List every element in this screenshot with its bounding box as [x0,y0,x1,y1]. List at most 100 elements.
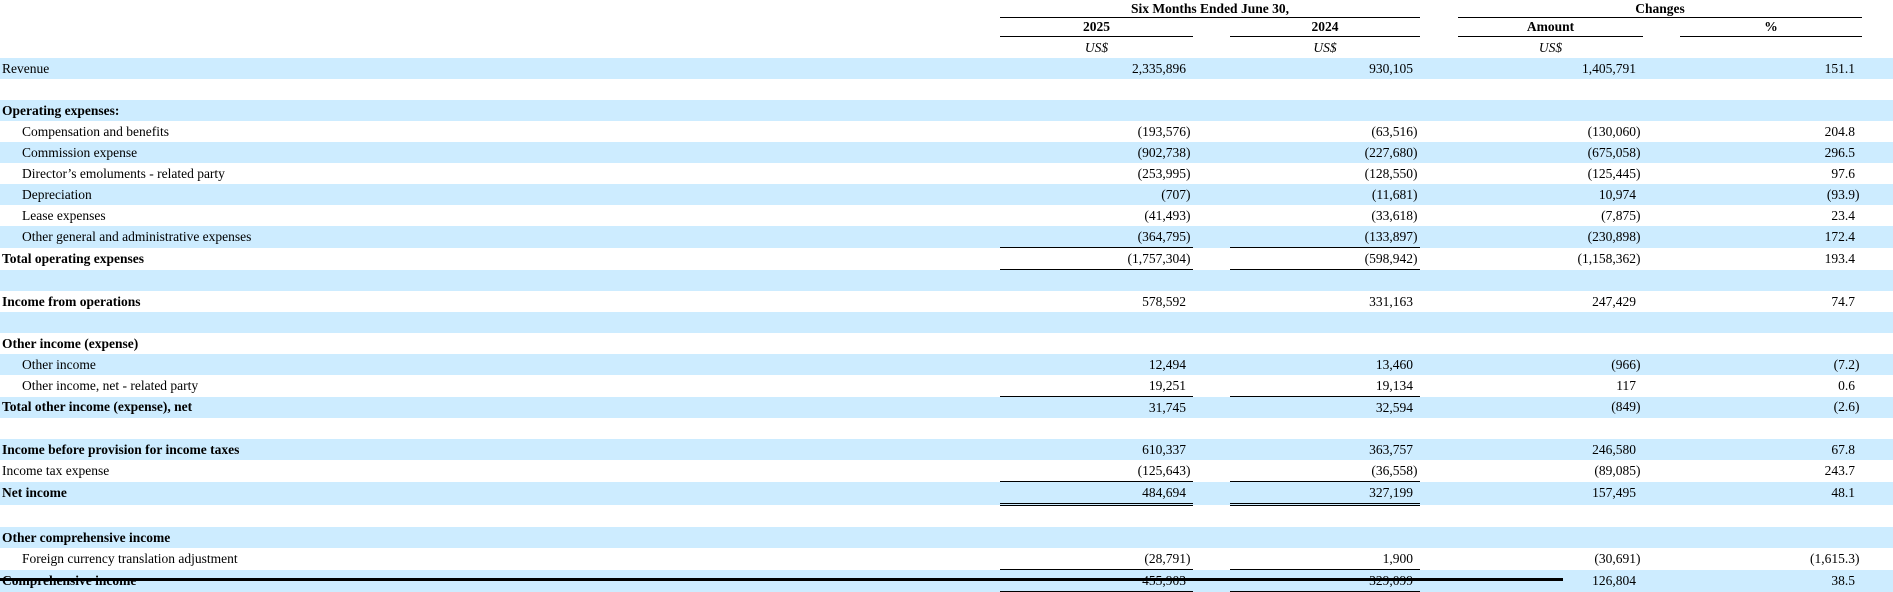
row-label: Operating expenses: [2,102,120,118]
column-gap [1643,527,1680,548]
spacer-row [0,418,1893,439]
column-gap [1862,100,1893,121]
column-gap [1193,354,1230,375]
column-gap [1643,142,1680,163]
value-cell [1230,100,1420,121]
value-cell: (133,897) [1364,228,1418,244]
value-cell: (33,618) [1371,207,1418,223]
value-cell: 19,251 [1148,377,1186,393]
column-gap [1862,505,1893,528]
unit-label-percent [1680,37,1862,59]
value-cell: (193,576) [1137,123,1191,139]
column-gap [1862,548,1893,570]
value-cell: (2.6) [1833,399,1860,415]
column-gap [1862,527,1893,548]
column-gap [1193,121,1230,142]
value-cell [1000,527,1193,548]
column-gap [1193,527,1230,548]
row-label: Compensation and benefits [22,123,169,139]
value-cell: 327,199 [1230,481,1420,506]
table-bottom-rule [0,578,1563,581]
column-gap [1420,205,1458,226]
value-cell: 930,105 [1369,60,1413,76]
column-gap [1862,0,1893,18]
table-row: Total operating expenses (1,757,304) (598,… [0,247,1893,270]
column-gap [1420,333,1458,354]
column-header-2025: 2025 [1000,17,1193,37]
unit-label-2024: US$ [1313,39,1337,55]
column-gap [1862,354,1893,375]
value-cell: (125,643) [1137,462,1191,478]
column-gap [1643,248,1680,270]
column-gap [1862,163,1893,184]
column-gap [1193,482,1230,505]
column-gap [1193,248,1230,270]
column-gap [1193,79,1230,100]
column-gap [1193,142,1230,163]
column-gap [1643,354,1680,375]
column-header-percent: % [1680,17,1863,37]
column-gap [1420,0,1458,18]
table-row: Net income 484,694 327,199 157,495 48.1 [0,481,1893,506]
column-gap [1193,548,1230,570]
value-cell [1458,527,1643,548]
group-header-changes: Changes [1458,0,1863,18]
column-gap [1862,291,1893,312]
column-gap [1420,482,1458,505]
column-gap [1643,291,1680,312]
column-gap [1643,418,1680,439]
column-gap [1862,205,1893,226]
header-spacer [0,37,1000,59]
column-gap [1643,482,1680,505]
value-cell: 97.6 [1831,165,1856,181]
table-body: Revenue 2,335,896 930,105 1,405,791 151.1 Ope… [0,58,1893,592]
value-cell: (41,493) [1144,207,1191,223]
column-gap [1193,505,1230,528]
value-cell: 204.8 [1824,123,1856,139]
value-cell [1680,527,1862,548]
column-gap [1643,505,1680,528]
column-gap [1420,527,1458,548]
value-cell: 12,494 [1148,356,1186,372]
value-cell: 19,134 [1375,377,1413,393]
table-row: Other comprehensive income [0,527,1893,548]
value-cell: 243.7 [1824,462,1856,478]
value-cell [1680,333,1862,354]
row-label: Commission expense [22,144,138,160]
table-row: Operating expenses: [0,100,1893,121]
value-cell [1680,100,1862,121]
row-label: Director’s emoluments - related party [22,165,225,181]
value-cell [1230,270,1420,292]
table-row: Director’s emoluments - related party (25… [0,163,1893,184]
column-gap [1643,375,1680,397]
column-gap [1420,18,1458,37]
value-cell: 10,974 [1598,186,1636,202]
column-gap [1193,418,1230,439]
column-gap [1420,397,1458,419]
column-header-row: 2025 2024 Amount % [0,17,1893,37]
table-row: Total other income (expense), net 31,745 3… [0,396,1893,419]
spacer-row [0,505,1893,528]
value-cell: (130,060) [1587,123,1641,139]
value-cell: 67.8 [1831,441,1856,457]
value-cell: (7,875) [1601,207,1641,223]
value-cell: 74.7 [1831,293,1856,309]
value-cell: (1,158,362) [1577,250,1641,266]
column-gap [1862,184,1893,205]
row-label [0,79,1000,100]
row-label: Income from operations [2,293,141,309]
column-gap [1862,375,1893,397]
row-label: Revenue [2,60,50,76]
row-label: Total other income (expense), net [2,399,193,415]
value-cell: 610,337 [1142,441,1186,457]
value-cell: (849) [1611,399,1641,415]
row-label: Other income (expense) [2,335,139,351]
value-cell: 0.6 [1838,377,1856,393]
column-gap [1420,460,1458,482]
column-gap [1862,18,1893,37]
column-gap [1862,79,1893,100]
column-gap [1862,418,1893,439]
table-header: Six Months Ended June 30, Changes 2025 2… [0,0,1893,58]
column-gap [1643,270,1680,292]
table-row: Other income 12,494 13,460 (966) (7.2) [0,354,1893,375]
